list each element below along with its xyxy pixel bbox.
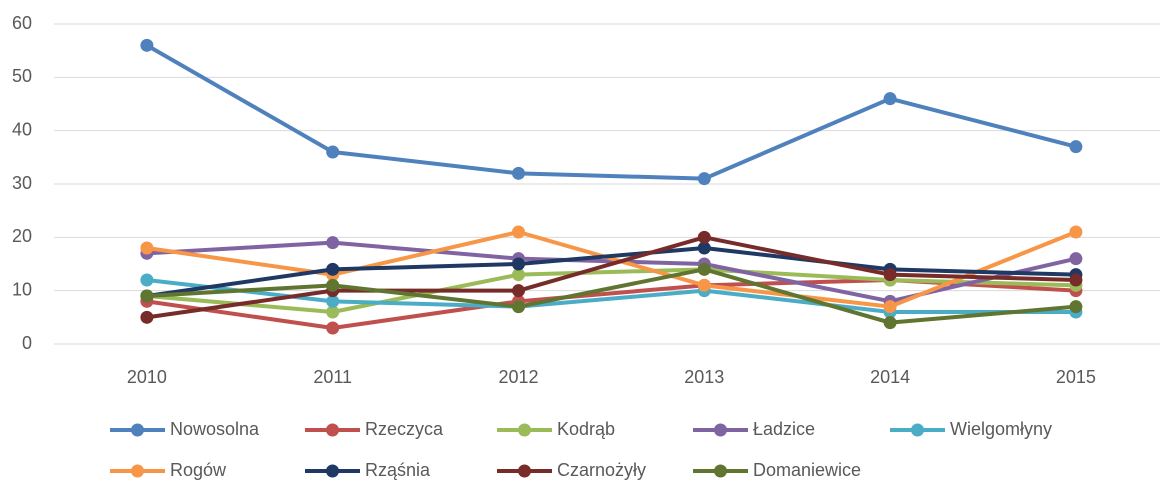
series-line — [146, 267, 1076, 314]
data-point — [512, 284, 525, 298]
data-point — [140, 38, 154, 52]
legend-label: Ładzice — [753, 419, 815, 439]
data-point — [883, 300, 897, 314]
data-point — [512, 166, 525, 180]
legend-marker — [131, 423, 144, 437]
data-point — [697, 172, 711, 186]
legend-marker — [326, 464, 339, 478]
x-tick-label: 2010 — [127, 367, 167, 387]
legend-label: Rogów — [170, 460, 227, 480]
legend-label: Rząśnia — [365, 460, 431, 480]
x-tick-label: 2014 — [870, 367, 910, 387]
legend-marker — [518, 423, 531, 437]
data-point — [326, 278, 340, 292]
data-point — [883, 268, 897, 282]
series-line — [146, 235, 1076, 320]
data-point — [697, 262, 711, 276]
data-point — [512, 225, 525, 239]
y-tick-label: 50 — [12, 66, 32, 86]
legend-marker — [714, 464, 727, 478]
data-point — [326, 294, 340, 308]
legend-label: Rzeczyca — [365, 419, 444, 439]
y-tick-label: 60 — [12, 13, 32, 33]
data-point — [326, 262, 340, 276]
data-point — [697, 278, 711, 292]
data-point — [512, 257, 525, 271]
data-point — [512, 268, 525, 282]
x-tick-label: 2013 — [684, 367, 724, 387]
legend-label: Domaniewice — [753, 460, 861, 480]
series-line — [146, 278, 1076, 314]
data-point — [326, 236, 340, 250]
x-tick-label: 2011 — [313, 367, 352, 387]
y-tick-label: 20 — [12, 226, 32, 246]
data-point — [1069, 140, 1083, 154]
data-point — [697, 241, 711, 255]
data-point — [140, 273, 154, 287]
data-point — [512, 300, 525, 314]
data-point — [140, 289, 154, 303]
series-line — [146, 267, 1077, 325]
data-point — [1069, 252, 1083, 266]
legend-marker — [911, 423, 924, 437]
data-point — [140, 310, 154, 324]
y-tick-label: 40 — [12, 119, 32, 139]
series-line — [146, 246, 1076, 298]
series-line — [145, 43, 1077, 181]
data-point — [326, 305, 340, 319]
legend-label: Kodrąb — [557, 419, 615, 439]
data-point — [883, 316, 897, 330]
data-point — [1069, 273, 1083, 287]
legend-marker — [131, 464, 144, 478]
data-point — [140, 241, 154, 255]
y-tick-label: 10 — [12, 279, 32, 299]
data-point — [1069, 300, 1083, 314]
data-point — [697, 230, 711, 244]
data-point — [883, 92, 897, 106]
legend-label: Wielgomłyny — [950, 419, 1052, 439]
data-point — [326, 321, 340, 335]
series-line — [146, 230, 1077, 309]
legend-label: Czarnożyły — [557, 460, 646, 480]
data-point — [1069, 225, 1083, 239]
legend-marker — [518, 464, 531, 478]
x-tick-label: 2012 — [498, 367, 538, 387]
y-tick-label: 0 — [22, 333, 32, 353]
legend-marker — [714, 423, 727, 437]
legend-marker — [326, 423, 339, 437]
legend-label: Nowosolna — [170, 419, 260, 439]
y-tick-label: 30 — [12, 173, 32, 193]
x-tick-label: 2015 — [1056, 367, 1096, 387]
data-point — [326, 145, 340, 159]
